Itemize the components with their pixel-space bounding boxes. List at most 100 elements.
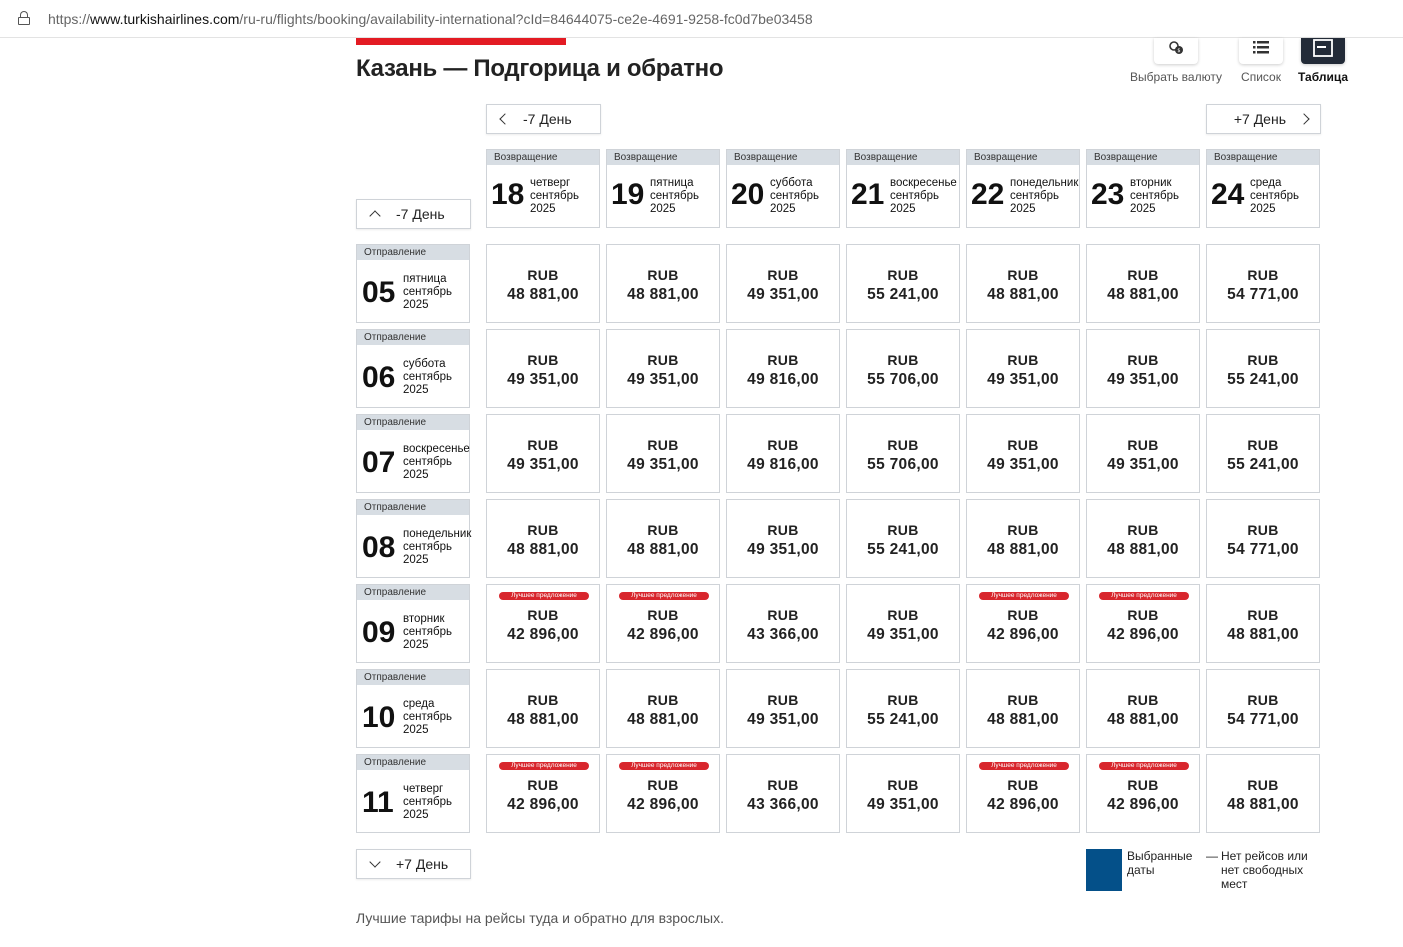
fare-cell[interactable]: RUB 54 771,00 bbox=[1206, 669, 1320, 748]
prev-week-return-button[interactable]: -7 День bbox=[486, 104, 601, 134]
footer-note: Лучшие тарифы на рейсы туда и обратно дл… bbox=[356, 910, 724, 926]
fare-cell[interactable]: RUB 55 706,00 bbox=[846, 329, 960, 408]
fare-cell[interactable]: RUB 49 816,00 bbox=[726, 414, 840, 493]
fare-cell[interactable]: RUB 55 706,00 bbox=[846, 414, 960, 493]
fare-cell[interactable]: RUB 55 241,00 bbox=[846, 244, 960, 323]
fare-currency: RUB bbox=[887, 777, 919, 793]
fare-cell[interactable]: RUB 55 241,00 bbox=[1206, 414, 1320, 493]
fare-cell[interactable]: Лучшее предложение RUB 42 896,00 bbox=[1086, 584, 1200, 663]
fare-cell[interactable]: RUB 49 351,00 bbox=[486, 414, 600, 493]
return-date-header[interactable]: Возвращение 21 воскресенье сентябрь 2025 bbox=[846, 149, 960, 228]
lock-icon[interactable] bbox=[18, 11, 30, 25]
return-date-header[interactable]: Возвращение 23 вторник сентябрь 2025 bbox=[1086, 149, 1200, 228]
return-day: 21 bbox=[851, 178, 885, 211]
fare-cell[interactable]: RUB 48 881,00 bbox=[1206, 754, 1320, 833]
fare-cell[interactable]: Лучшее предложение RUB 42 896,00 bbox=[606, 754, 720, 833]
next-week-return-button[interactable]: +7 День bbox=[1206, 104, 1321, 134]
fare-currency: RUB bbox=[1127, 692, 1159, 708]
fare-cell[interactable]: RUB 49 351,00 bbox=[486, 329, 600, 408]
fare-currency: RUB bbox=[527, 607, 559, 623]
fare-cell[interactable]: RUB 55 241,00 bbox=[846, 499, 960, 578]
fare-cell[interactable]: RUB 49 351,00 bbox=[726, 499, 840, 578]
return-date-header[interactable]: Возвращение 18 четверг сентябрь 2025 bbox=[486, 149, 600, 228]
fare-cell[interactable]: RUB 48 881,00 bbox=[966, 244, 1080, 323]
fare-cell[interactable]: RUB 49 351,00 bbox=[726, 244, 840, 323]
fare-currency: RUB bbox=[887, 607, 919, 623]
fare-cell[interactable]: RUB 43 366,00 bbox=[726, 584, 840, 663]
fare-amount: 55 241,00 bbox=[867, 541, 939, 558]
fare-amount: 42 896,00 bbox=[507, 626, 579, 643]
browser-url-bar[interactable]: https://www.turkishairlines.com/ru-ru/fl… bbox=[0, 0, 1403, 38]
fare-cell[interactable]: RUB 48 881,00 bbox=[1086, 669, 1200, 748]
best-offer-badge: Лучшее предложение bbox=[499, 762, 589, 770]
fare-cell[interactable]: RUB 49 351,00 bbox=[966, 329, 1080, 408]
departure-date-row-header[interactable]: Отправление 08 понедельник сентябрь 2025 bbox=[356, 499, 471, 578]
fare-amount: 54 771,00 bbox=[1227, 541, 1299, 558]
departure-date-row-header[interactable]: Отправление 07 воскресенье сентябрь 2025 bbox=[356, 414, 470, 493]
departure-date-row-header[interactable]: Отправление 11 четверг сентябрь 2025 bbox=[356, 754, 470, 833]
fare-amount: 48 881,00 bbox=[987, 286, 1059, 303]
next-week-departure-button[interactable]: +7 День bbox=[356, 849, 471, 879]
fare-currency: RUB bbox=[647, 267, 679, 283]
fare-cell[interactable]: RUB 48 881,00 bbox=[1086, 499, 1200, 578]
fare-amount: 48 881,00 bbox=[1107, 541, 1179, 558]
fare-cell[interactable]: RUB 55 241,00 bbox=[1206, 329, 1320, 408]
fare-cell[interactable]: RUB 54 771,00 bbox=[1206, 244, 1320, 323]
fare-amount: 48 881,00 bbox=[987, 711, 1059, 728]
fare-cell[interactable]: Лучшее предложение RUB 42 896,00 bbox=[966, 584, 1080, 663]
fare-cell[interactable]: RUB 49 816,00 bbox=[726, 329, 840, 408]
prev-week-departure-button[interactable]: -7 День bbox=[356, 199, 471, 229]
fare-amount: 48 881,00 bbox=[1107, 286, 1179, 303]
fare-cell[interactable]: RUB 48 881,00 bbox=[486, 244, 600, 323]
return-date-header[interactable]: Возвращение 19 пятница сентябрь 2025 bbox=[606, 149, 720, 228]
fare-amount: 49 351,00 bbox=[507, 371, 579, 388]
fare-cell[interactable]: RUB 49 351,00 bbox=[606, 329, 720, 408]
fare-cell[interactable]: Лучшее предложение RUB 42 896,00 bbox=[966, 754, 1080, 833]
departure-date-row-header[interactable]: Отправление 10 среда сентябрь 2025 bbox=[356, 669, 470, 748]
departure-date-row-header[interactable]: Отправление 06 суббота сентябрь 2025 bbox=[356, 329, 470, 408]
return-tag: Возвращение bbox=[847, 150, 959, 165]
fare-cell[interactable]: RUB 49 351,00 bbox=[966, 414, 1080, 493]
fare-cell[interactable]: RUB 49 351,00 bbox=[606, 414, 720, 493]
fare-cell[interactable]: RUB 48 881,00 bbox=[966, 499, 1080, 578]
fare-amount: 43 366,00 bbox=[747, 626, 819, 643]
selected-dates-label: Выбранные даты bbox=[1127, 849, 1193, 877]
fare-cell[interactable]: Лучшее предложение RUB 42 896,00 bbox=[486, 754, 600, 833]
departure-date-row-header[interactable]: Отправление 09 вторник сентябрь 2025 bbox=[356, 584, 470, 663]
fare-cell[interactable]: RUB 48 881,00 bbox=[486, 499, 600, 578]
fare-cell[interactable]: RUB 49 351,00 bbox=[1086, 414, 1200, 493]
fare-cell[interactable]: RUB 48 881,00 bbox=[486, 669, 600, 748]
return-date-header[interactable]: Возвращение 24 среда сентябрь 2025 bbox=[1206, 149, 1320, 228]
fare-cell[interactable]: RUB 49 351,00 bbox=[1086, 329, 1200, 408]
fare-cell[interactable]: RUB 48 881,00 bbox=[1086, 244, 1200, 323]
url-text[interactable]: https://www.turkishairlines.com/ru-ru/fl… bbox=[48, 11, 813, 27]
fare-cell[interactable]: Лучшее предложение RUB 42 896,00 bbox=[1086, 754, 1200, 833]
fare-cell[interactable]: RUB 48 881,00 bbox=[606, 669, 720, 748]
return-date-header[interactable]: Возвращение 22 понедельник сентябрь 2025 bbox=[966, 149, 1080, 228]
table-view-button[interactable]: Таблица bbox=[1298, 38, 1348, 84]
fare-cell[interactable]: RUB 49 351,00 bbox=[726, 669, 840, 748]
fare-cell[interactable]: RUB 43 366,00 bbox=[726, 754, 840, 833]
fare-cell[interactable]: RUB 49 351,00 bbox=[846, 584, 960, 663]
departure-date-row-header[interactable]: Отправление 05 пятница сентябрь 2025 bbox=[356, 244, 470, 323]
fare-cell[interactable]: Лучшее предложение RUB 42 896,00 bbox=[486, 584, 600, 663]
fare-cell[interactable]: RUB 48 881,00 bbox=[1206, 584, 1320, 663]
fare-cell[interactable]: RUB 48 881,00 bbox=[606, 244, 720, 323]
fare-currency: RUB bbox=[1007, 437, 1039, 453]
currency-selector-button[interactable]: $ Выбрать валюту bbox=[1129, 38, 1223, 84]
fare-cell[interactable]: RUB 48 881,00 bbox=[606, 499, 720, 578]
fare-currency: RUB bbox=[1247, 607, 1279, 623]
fare-amount: 49 351,00 bbox=[1107, 456, 1179, 473]
return-date-header[interactable]: Возвращение 20 суббота сентябрь 2025 bbox=[726, 149, 840, 228]
departure-tag: Отправление bbox=[357, 415, 469, 430]
fare-cell[interactable]: RUB 48 881,00 bbox=[966, 669, 1080, 748]
fare-currency: RUB bbox=[1247, 692, 1279, 708]
no-flights-label: Нет рейсов или нет свободных мест bbox=[1221, 849, 1308, 891]
fare-cell[interactable]: RUB 54 771,00 bbox=[1206, 499, 1320, 578]
return-tag: Возвращение bbox=[607, 150, 719, 165]
fare-cell[interactable]: RUB 49 351,00 bbox=[846, 754, 960, 833]
fare-cell[interactable]: Лучшее предложение RUB 42 896,00 bbox=[606, 584, 720, 663]
fare-amount: 42 896,00 bbox=[987, 796, 1059, 813]
list-view-button[interactable]: Список bbox=[1236, 38, 1286, 84]
fare-cell[interactable]: RUB 55 241,00 bbox=[846, 669, 960, 748]
